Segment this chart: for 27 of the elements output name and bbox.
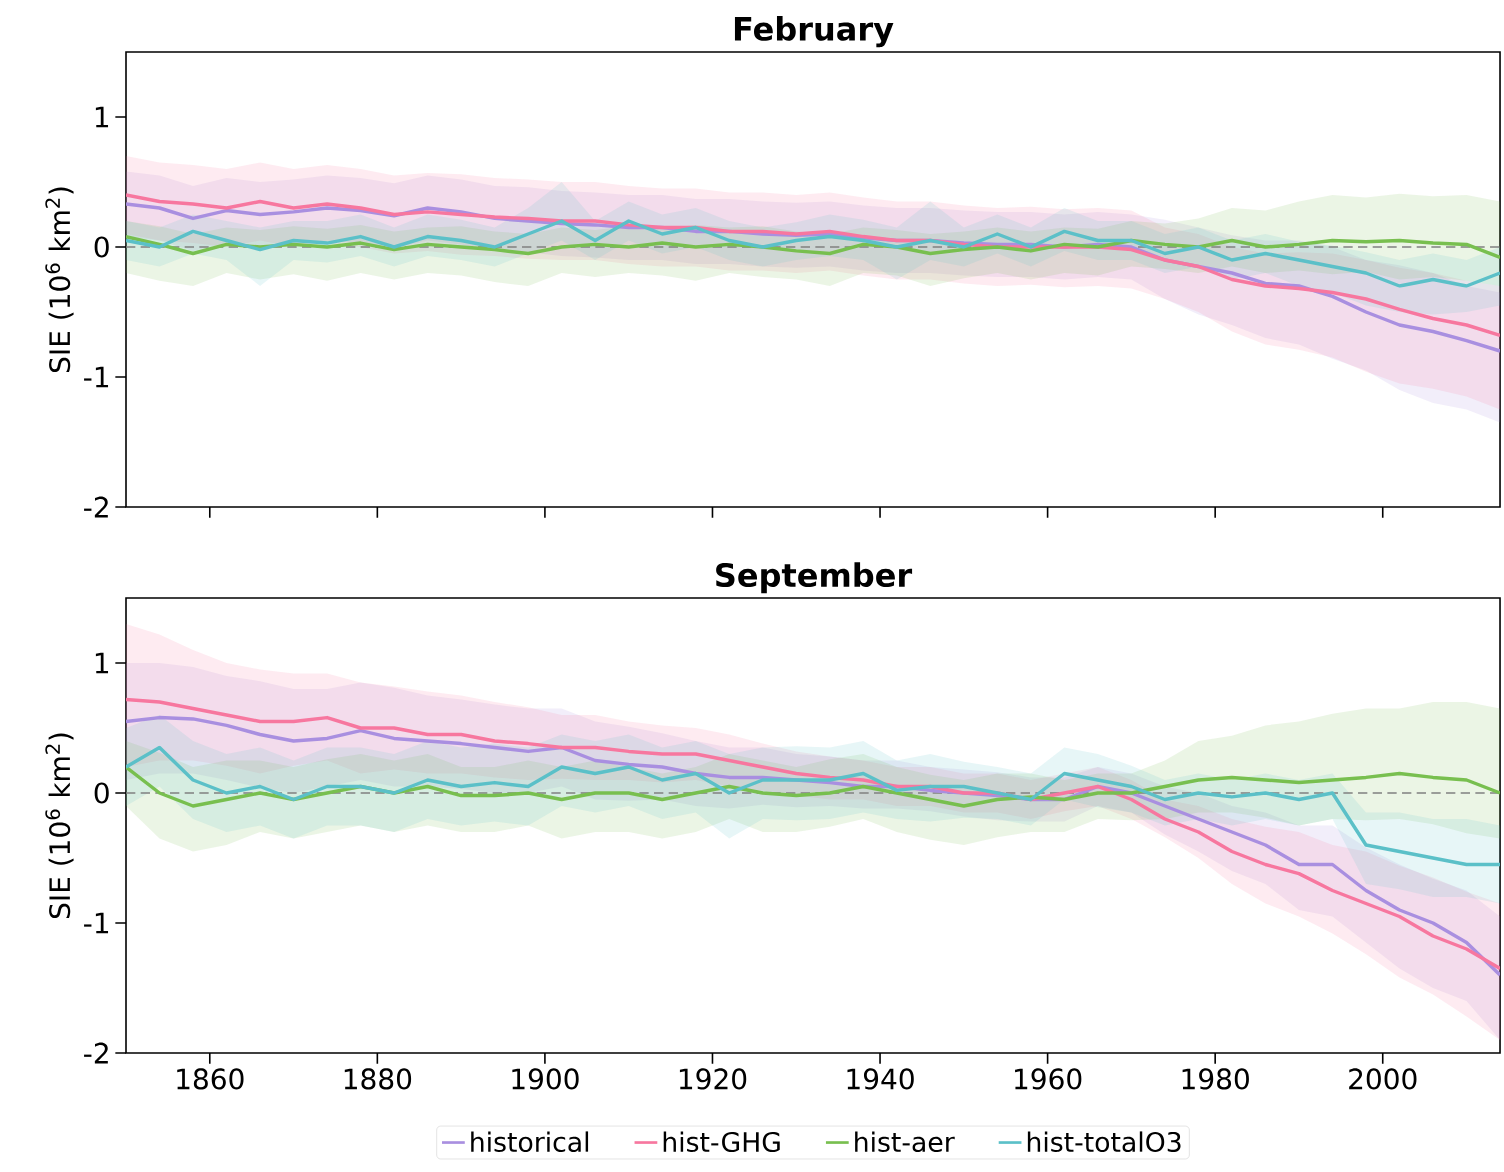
y-tick-label: -2	[84, 496, 108, 518]
line-series	[126, 765, 1501, 808]
x-tick-label: 1900	[512, 1068, 579, 1090]
y-tick-label: 0	[94, 782, 109, 804]
x-tick-label: 1920	[679, 1068, 747, 1090]
x-tick-label: 1940	[847, 1068, 914, 1090]
x-tick-label: 1960	[1015, 1068, 1082, 1090]
x-tick-label: 1860	[177, 1068, 244, 1090]
line-series	[126, 234, 1501, 260]
y-tick-label: 0	[94, 236, 109, 258]
chart-title: February	[734, 16, 894, 48]
y-tick-label: -1	[84, 366, 109, 388]
y-axis-title: SIE (10$^{6}$ km$^{2}$)	[45, 733, 74, 919]
legend-label: hist-GHG	[663, 1131, 780, 1153]
x-tick-label: 2000	[1349, 1068, 1417, 1090]
y-tick-label: -2	[84, 1042, 108, 1064]
y-axis-title: SIE (10$^{6}$ km$^{2}$)	[45, 187, 74, 373]
x-tick-label: 1980	[1182, 1068, 1249, 1090]
line-series	[126, 219, 1501, 288]
legend-label: hist-totalO3	[1027, 1131, 1181, 1153]
y-tick-label: -1	[84, 912, 109, 934]
y-tick-label: 1	[95, 106, 109, 128]
chart-title: September	[716, 562, 913, 594]
legend-label: historical	[471, 1131, 589, 1153]
y-tick-label: 1	[95, 652, 109, 674]
legend-label: hist-aer	[855, 1131, 955, 1153]
x-tick-label: 1880	[344, 1068, 412, 1090]
